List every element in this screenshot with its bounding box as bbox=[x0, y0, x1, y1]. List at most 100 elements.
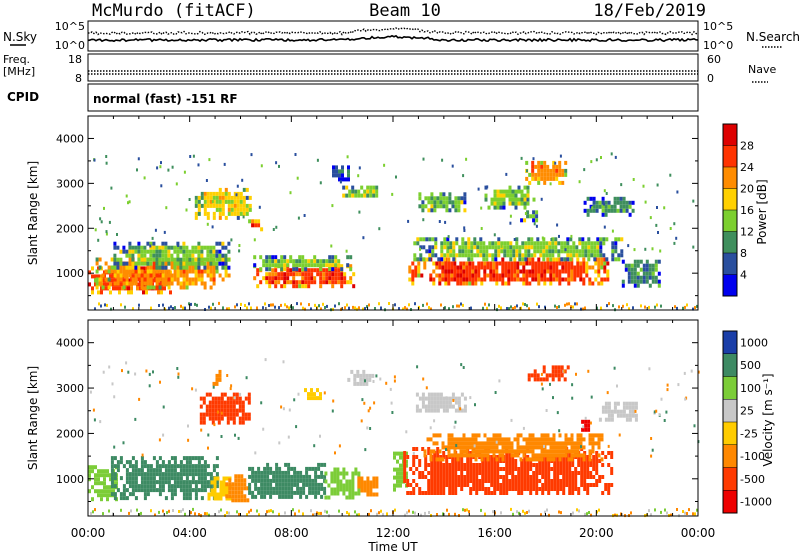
velocity-region-10 bbox=[199, 392, 251, 425]
x-tick-label: 16:00 bbox=[477, 526, 512, 540]
velocity-colorbar-tick: -100 bbox=[740, 450, 765, 463]
velocity-region-1 bbox=[110, 456, 219, 501]
power-colorbar-swatch bbox=[723, 274, 737, 296]
velocity-colorbar-tick: 500 bbox=[740, 359, 761, 372]
power-colorbar-swatch bbox=[723, 188, 737, 210]
power-region-5 bbox=[408, 257, 610, 286]
power-colorbar-tick: 4 bbox=[740, 269, 747, 282]
freq-unit-label: [MHz] bbox=[3, 65, 35, 78]
x-tick-label: 08:00 bbox=[274, 526, 309, 540]
power-region-9 bbox=[248, 219, 264, 232]
y-tick-label: 2000 bbox=[56, 427, 84, 440]
power-colorbar-swatch bbox=[723, 253, 737, 275]
power-region-6 bbox=[413, 237, 624, 262]
power-region-14 bbox=[525, 160, 568, 185]
power-colorbar-swatch bbox=[723, 231, 737, 253]
velocity-region-4 bbox=[248, 462, 327, 499]
power-data-layer bbox=[88, 152, 698, 312]
x-axis-label: Time UT bbox=[367, 540, 418, 554]
cpid-panel bbox=[87, 83, 699, 112]
power-colorbar-swatch bbox=[723, 124, 737, 146]
velocity-region-3 bbox=[225, 474, 250, 503]
power-colorbar-label: Power [dB] bbox=[755, 179, 769, 244]
velocity-colorbar: 1000 500 100 25 -25 -100 -500 -1000 bbox=[722, 330, 772, 514]
y-tick-label: 3000 bbox=[56, 382, 84, 395]
y-tick-label: 3000 bbox=[56, 177, 84, 190]
power-region-13 bbox=[484, 185, 536, 210]
noise-left-tick-bottom: 10^0 bbox=[55, 39, 85, 52]
cpid-label: CPID bbox=[7, 90, 39, 104]
power-region-12 bbox=[418, 192, 467, 213]
velocity-ylabel: Slant Range [km] bbox=[26, 366, 40, 470]
x-tick-label: 20:00 bbox=[579, 526, 614, 540]
velocity-colorbar-swatch bbox=[723, 422, 737, 445]
velocity-region-17 bbox=[598, 401, 638, 422]
noise-right-tick-top: 10^5 bbox=[703, 20, 733, 33]
velocity-region-2 bbox=[207, 476, 232, 501]
noise-search-trace bbox=[87, 34, 699, 43]
velocity-region-5 bbox=[324, 467, 361, 500]
power-region-2 bbox=[113, 241, 231, 270]
power-region-15 bbox=[520, 210, 539, 223]
power-colorbar-tick: 12 bbox=[740, 226, 754, 239]
velocity-data-layer bbox=[88, 358, 700, 518]
velocity-colorbar-tick: -1000 bbox=[740, 496, 772, 509]
frequency-panel bbox=[87, 53, 699, 82]
beam-title: Beam 10 bbox=[369, 1, 441, 21]
velocity-region-16 bbox=[581, 419, 591, 432]
power-colorbar-tick: 24 bbox=[740, 161, 754, 174]
velocity-colorbar-tick: 1000 bbox=[740, 336, 768, 349]
velocity-region-6 bbox=[357, 476, 379, 497]
y-tick-label: 1000 bbox=[56, 473, 84, 486]
power-region-4 bbox=[253, 255, 353, 272]
power-axes: 1000 2000 3000 4000 bbox=[56, 116, 699, 310]
power-ylabel: Slant Range [km] bbox=[26, 161, 40, 265]
freq-left-tick-top: 18 bbox=[68, 53, 82, 66]
velocity-colorbar-swatch bbox=[723, 490, 737, 513]
power-colorbar-swatch bbox=[723, 210, 737, 232]
velocity-colorbar-tick: -500 bbox=[740, 473, 765, 486]
freq-right-tick-bottom: 0 bbox=[707, 72, 714, 85]
noise-sky-trace bbox=[87, 27, 699, 36]
velocity-sparse-echoes bbox=[89, 358, 700, 458]
noise-left-tick-top: 10^5 bbox=[55, 20, 85, 33]
velocity-colorbar-swatch bbox=[723, 467, 737, 491]
velocity-colorbar-swatch bbox=[723, 331, 737, 354]
velocity-region-9 bbox=[423, 433, 604, 462]
x-tick-label: 04:00 bbox=[172, 526, 207, 540]
power-colorbar-tick: 8 bbox=[740, 247, 747, 260]
power-colorbar-tick: 28 bbox=[740, 140, 754, 153]
velocity-region-14 bbox=[415, 392, 467, 413]
date-title: 18/Feb/2019 bbox=[593, 1, 706, 21]
velocity-colorbar-swatch bbox=[723, 399, 737, 422]
nave-label: Nave bbox=[748, 63, 776, 76]
power-sparse-echoes bbox=[93, 152, 695, 253]
velocity-colorbar-tick: 25 bbox=[740, 405, 754, 418]
y-tick-label: 4000 bbox=[56, 337, 84, 350]
x-tick-label: 00:00 bbox=[71, 526, 106, 540]
power-region-8 bbox=[194, 187, 252, 220]
velocity-region-11 bbox=[212, 369, 222, 386]
power-region-11 bbox=[342, 185, 379, 198]
velocity-region-15 bbox=[527, 365, 570, 382]
velocity-colorbar-swatch bbox=[723, 353, 737, 377]
power-colorbar-tick: 20 bbox=[740, 183, 754, 196]
x-tick-label: 00:00 bbox=[681, 526, 716, 540]
velocity-region-12 bbox=[304, 388, 322, 401]
velocity-region-13 bbox=[347, 369, 375, 386]
y-tick-label: 4000 bbox=[56, 132, 84, 145]
station-title: McMurdo (fitACF) bbox=[92, 1, 256, 21]
velocity-colorbar-tick: 100 bbox=[740, 382, 761, 395]
y-tick-label: 1000 bbox=[56, 267, 84, 280]
velocity-colorbar-label: Velocity [m s⁻¹] bbox=[761, 373, 775, 466]
power-region-10 bbox=[332, 165, 350, 182]
power-colorbar-swatch bbox=[723, 167, 737, 189]
nsky-label: N.Sky bbox=[3, 30, 37, 44]
noise-panel bbox=[87, 20, 699, 52]
velocity-axes: 1000 2000 3000 4000 bbox=[56, 320, 699, 516]
velocity-colorbar-swatch bbox=[723, 376, 737, 400]
power-colorbar-swatch bbox=[723, 145, 737, 167]
y-tick-label: 2000 bbox=[56, 222, 84, 235]
cpid-text: normal (fast) -151 RF bbox=[93, 92, 238, 106]
